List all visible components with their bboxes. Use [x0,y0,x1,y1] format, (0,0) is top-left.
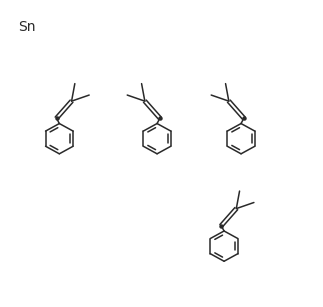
Text: Sn: Sn [18,20,35,34]
